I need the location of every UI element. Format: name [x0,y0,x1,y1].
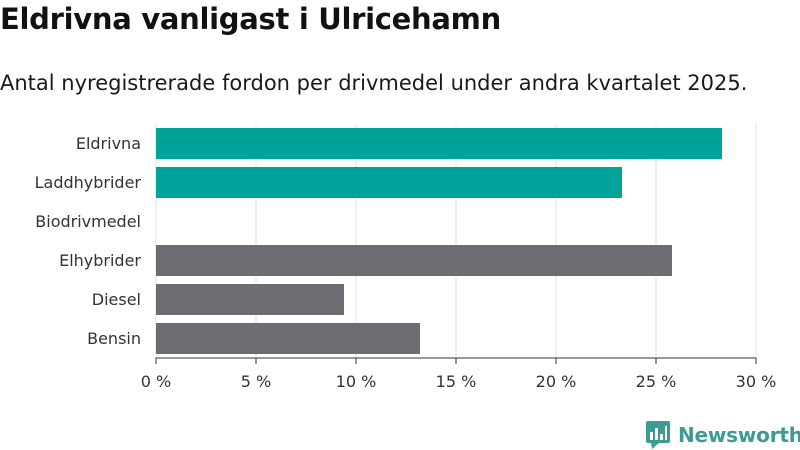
bar [156,323,420,354]
bar [156,167,622,198]
x-tick-label: 0 % [141,372,171,391]
x-tick-label: 15 % [436,372,477,391]
bar [156,245,672,276]
chart-title: Eldrivna vanligast i Ulricehamn [0,2,501,36]
category-label: Biodrivmedel [35,212,141,231]
x-tick-label: 30 % [736,372,777,391]
x-tick-label: 20 % [536,372,577,391]
category-label: Laddhybrider [35,173,142,192]
x-tick-label: 10 % [336,372,377,391]
x-tick-label: 25 % [636,372,677,391]
category-label: Elhybrider [59,251,141,270]
x-tick-label: 5 % [241,372,271,391]
brand-name: Newsworthy [678,423,800,447]
newsworthy-logo-icon [646,421,670,449]
chart-subtitle: Antal nyregistrerade fordon per drivmede… [0,71,748,95]
newsworthy-logo: Newsworthy [645,420,800,450]
category-label: Bensin [87,329,141,348]
bar [156,284,344,315]
category-label: Eldrivna [76,134,141,153]
category-label: Diesel [92,290,141,309]
bar [156,128,722,159]
